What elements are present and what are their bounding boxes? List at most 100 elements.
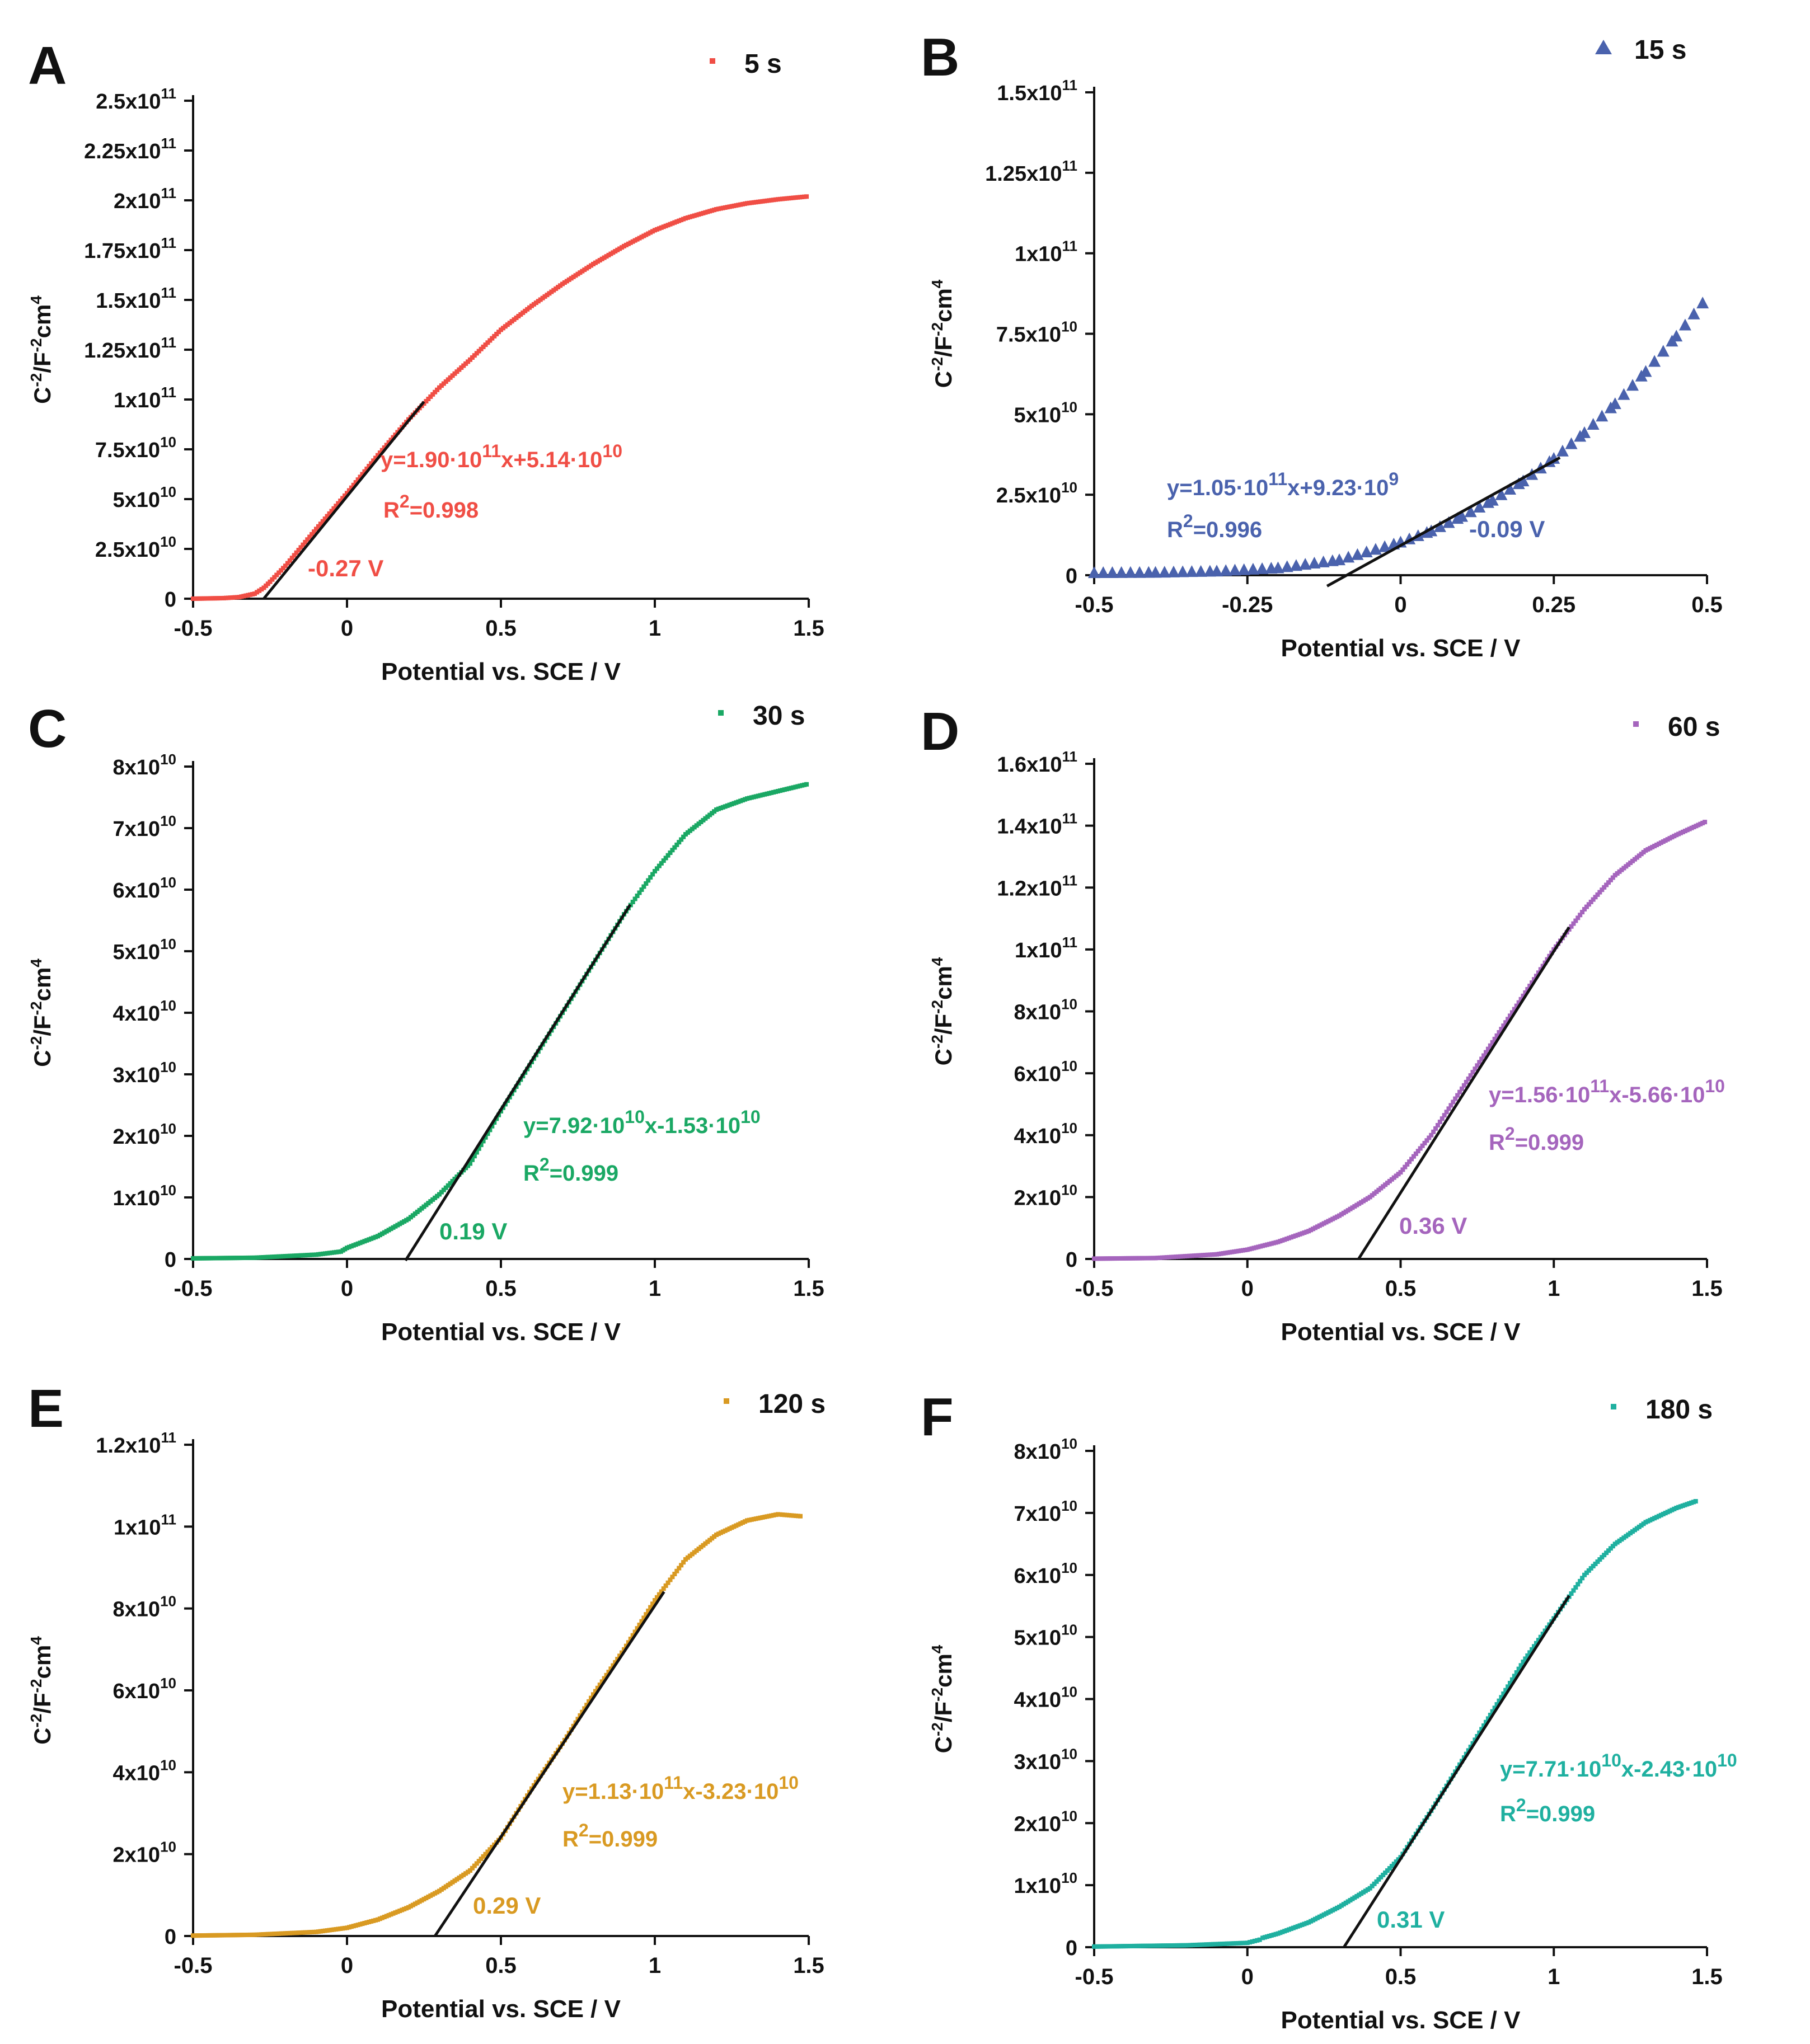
data-point	[1196, 1253, 1201, 1258]
panel-letter: B	[921, 27, 959, 87]
data-point	[1506, 1684, 1511, 1689]
data-point	[632, 1629, 637, 1634]
data-point	[1207, 1252, 1212, 1257]
data-point	[1248, 1940, 1253, 1945]
data-point	[1639, 365, 1652, 377]
data-point	[1678, 318, 1691, 331]
data-point	[1094, 1256, 1099, 1261]
legend-marker	[1633, 721, 1639, 727]
data-point	[474, 1861, 479, 1866]
panel-b: B -0.5 -0.25 0 0.25 0.5 0 2.5x1010 5x1010 7.5x101…	[921, 27, 1723, 662]
data-point	[426, 396, 431, 401]
data-point	[1101, 1256, 1106, 1261]
data-point	[1398, 1170, 1403, 1175]
data-point	[281, 566, 286, 571]
data-point	[1115, 566, 1128, 578]
data-point	[1512, 1007, 1517, 1012]
data-point	[1183, 1254, 1188, 1259]
data-point	[1457, 1089, 1462, 1094]
y-tick-label: 1.25x1011	[84, 334, 176, 363]
data-point	[1148, 1256, 1153, 1261]
data-point	[1687, 307, 1700, 319]
data-point	[674, 842, 679, 847]
data-point	[276, 570, 282, 575]
data-point	[1137, 1256, 1142, 1261]
data-point	[1234, 1941, 1239, 1946]
panel-letter: E	[28, 1379, 64, 1439]
data-point	[314, 527, 318, 532]
data-point	[1105, 1256, 1110, 1261]
data-point	[305, 537, 310, 542]
data-point	[668, 851, 673, 855]
data-point	[325, 514, 330, 519]
data-point	[1171, 1254, 1176, 1260]
data-point	[371, 458, 376, 463]
data-point	[346, 488, 351, 493]
data-point	[1119, 1256, 1124, 1261]
y-tick-label: 1.6x1011	[997, 748, 1077, 777]
data-point	[1437, 1120, 1442, 1125]
y-tick-label: 1.75x1011	[84, 234, 176, 263]
data-point	[1411, 1154, 1416, 1159]
data-point	[1400, 1167, 1405, 1172]
data-point	[1152, 1943, 1157, 1948]
x-tick-label: 1.5	[1691, 1276, 1723, 1301]
data-point	[1492, 1036, 1497, 1041]
data-point	[1148, 1943, 1153, 1948]
data-point	[1097, 566, 1110, 579]
data-point	[1597, 890, 1602, 895]
data-point	[343, 493, 348, 498]
data-point	[1492, 1705, 1497, 1711]
data-point	[1477, 1060, 1482, 1065]
data-point	[653, 869, 657, 873]
fit-line	[404, 904, 632, 1262]
data-point	[580, 1709, 585, 1714]
data-point	[1195, 1942, 1200, 1947]
y-tick-label: 0	[1066, 1248, 1077, 1272]
data-point	[1141, 1943, 1146, 1948]
data-point	[1157, 1943, 1162, 1948]
data-point	[599, 1679, 604, 1684]
data-point	[1222, 1941, 1227, 1946]
data-point	[1194, 565, 1207, 577]
data-point	[1250, 1939, 1255, 1944]
y-tick-label: 4x1010	[113, 997, 176, 1026]
y-tick-label: 5x1010	[113, 936, 176, 964]
x-tick-label: 1.5	[793, 1953, 824, 1978]
data-point	[646, 878, 651, 883]
data-point	[373, 455, 378, 461]
data-point	[1617, 388, 1630, 400]
data-point	[1150, 1943, 1155, 1948]
data-point	[670, 848, 675, 853]
data-point	[1103, 1256, 1108, 1261]
data-point	[355, 477, 360, 482]
data-point	[1181, 1943, 1187, 1948]
data-point	[1201, 1253, 1206, 1258]
data-point	[1342, 551, 1355, 563]
y-tick-label: 0	[1066, 1937, 1077, 1960]
data-point	[386, 440, 391, 445]
data-point	[1512, 1674, 1517, 1679]
data-point	[595, 1685, 600, 1690]
data-point	[1209, 1252, 1215, 1257]
data-point	[1486, 494, 1499, 506]
data-point	[1110, 1944, 1115, 1949]
legend: 180 s	[1611, 1395, 1713, 1425]
data-point	[1584, 904, 1589, 909]
data-point	[1488, 1713, 1493, 1718]
data-point	[292, 553, 297, 558]
data-series	[1088, 297, 1709, 579]
data-point	[1525, 986, 1530, 992]
data-point	[1160, 1255, 1165, 1260]
data-point	[1099, 1944, 1104, 1949]
data-point	[1497, 1030, 1502, 1035]
fit-equation: y=7.71·1010x-2.43·1010	[1500, 1750, 1737, 1782]
data-point	[646, 1608, 651, 1613]
data-point	[1198, 1253, 1203, 1258]
data-point	[252, 591, 257, 596]
data-point	[617, 1653, 622, 1658]
data-point	[1257, 1937, 1262, 1942]
data-point	[1518, 1663, 1523, 1668]
data-point	[353, 480, 358, 485]
data-point	[1609, 397, 1621, 410]
